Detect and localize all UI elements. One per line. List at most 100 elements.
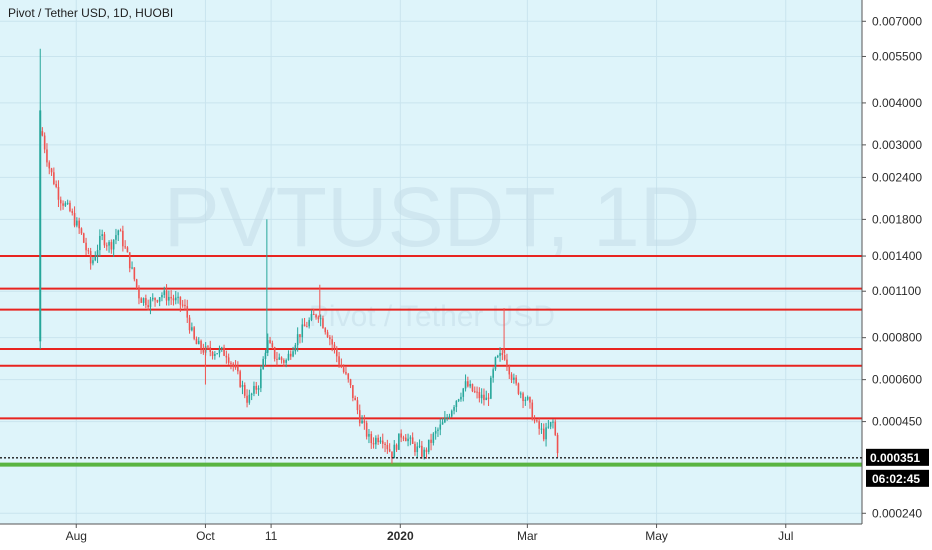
time-axis[interactable]: Aug Oct 11 2020 Mar May Jul	[66, 524, 794, 543]
candle	[453, 407, 455, 411]
candle	[418, 445, 421, 447]
candle	[209, 347, 212, 352]
price-axis[interactable]: 0.007000 0.005500 0.004000 0.003000 0.002400…	[862, 14, 922, 520]
candle	[317, 317, 320, 320]
candle	[105, 245, 108, 247]
candle	[64, 203, 67, 206]
candle	[165, 290, 168, 301]
candle	[76, 220, 78, 226]
price-tick-label: 0.000800	[872, 331, 922, 345]
candle	[496, 355, 499, 358]
candle	[296, 334, 299, 346]
candle	[57, 186, 60, 200]
candle	[299, 334, 301, 338]
candle	[365, 422, 368, 437]
candle	[94, 256, 97, 261]
candle	[310, 314, 313, 321]
candle	[73, 212, 76, 226]
candle	[124, 246, 126, 248]
candle	[324, 328, 327, 333]
candle	[131, 267, 133, 269]
candle	[508, 365, 511, 375]
candle	[416, 446, 419, 453]
watermark-symbol: PVTUSDT, 1D	[164, 170, 701, 264]
candle	[540, 428, 543, 430]
candle	[549, 422, 552, 427]
price-tick-label: 0.004000	[872, 96, 922, 110]
last-price-label: 0.000351	[870, 451, 920, 465]
candle	[384, 443, 386, 446]
candle	[103, 234, 106, 246]
candle	[349, 379, 352, 386]
candle	[253, 385, 255, 394]
candle	[430, 439, 432, 443]
price-tick-label: 0.003000	[872, 138, 922, 152]
candle	[85, 242, 87, 251]
countdown-label: 06:02:45	[872, 472, 920, 486]
candle	[414, 443, 416, 453]
candle	[460, 396, 462, 400]
price-tick-label: 0.007000	[872, 14, 922, 28]
candle	[239, 371, 241, 387]
candles-layer	[39, 48, 559, 464]
candle	[490, 377, 492, 399]
candle	[503, 355, 506, 360]
candle	[554, 421, 557, 435]
candle	[395, 444, 398, 450]
candle	[294, 345, 297, 352]
candle	[480, 394, 483, 399]
candle	[135, 279, 138, 288]
price-tick-label: 0.000450	[872, 415, 922, 429]
time-axis-background	[0, 524, 862, 550]
candle	[172, 298, 175, 301]
candle	[529, 397, 531, 403]
candle	[301, 324, 304, 338]
candle	[59, 199, 62, 204]
candle	[128, 252, 131, 269]
candle	[319, 318, 322, 320]
candle	[333, 344, 336, 349]
candle	[276, 358, 278, 360]
candle	[269, 340, 271, 344]
candle	[223, 347, 225, 356]
candle	[386, 445, 389, 450]
candle	[216, 353, 218, 355]
candle	[354, 397, 356, 401]
countdown-tag	[866, 469, 929, 487]
candle	[147, 305, 149, 308]
candle	[377, 437, 379, 443]
candle	[400, 433, 402, 438]
candle	[338, 356, 340, 365]
candle	[241, 384, 244, 387]
candle	[533, 419, 536, 421]
candle	[315, 314, 317, 318]
candle	[255, 385, 258, 390]
candle	[154, 297, 156, 301]
candle	[122, 230, 124, 247]
candle	[158, 297, 161, 302]
candle	[243, 384, 246, 396]
candle	[536, 420, 538, 422]
candle	[246, 395, 248, 403]
candle	[306, 326, 308, 328]
price-tick-label: 0.002400	[872, 170, 922, 184]
grid-layer	[0, 0, 862, 524]
candle	[138, 287, 140, 299]
candle	[448, 416, 451, 418]
candle	[266, 340, 269, 353]
candle	[322, 318, 324, 329]
candle	[140, 298, 143, 303]
candle	[411, 437, 414, 444]
candle	[151, 297, 154, 300]
candle	[260, 369, 262, 389]
candle	[96, 250, 99, 257]
candle	[538, 421, 540, 429]
candle	[547, 426, 550, 428]
candle	[117, 230, 120, 236]
candle	[441, 422, 444, 425]
candle	[179, 296, 182, 305]
candle	[368, 433, 370, 437]
candle	[232, 363, 235, 367]
candle	[487, 397, 490, 399]
